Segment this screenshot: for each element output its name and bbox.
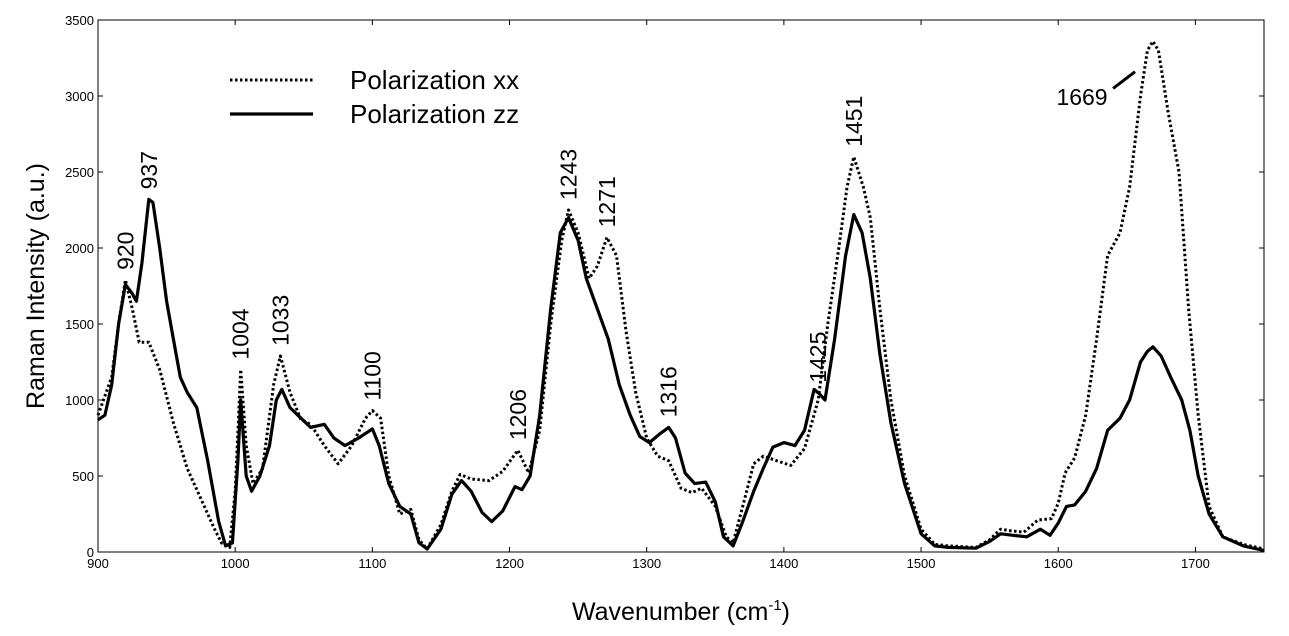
legend-label: Polarization zz — [350, 99, 519, 129]
legend: Polarization xx Polarization zz — [230, 65, 519, 129]
axis-ticks: 900 1000 1100 1200 1300 1400 1500 1600 1700 0 500 1… — [65, 13, 1264, 571]
x-tick-label: 1300 — [632, 556, 661, 571]
y-tick-label: 3000 — [65, 89, 94, 104]
y-tick-label: 0 — [87, 545, 94, 560]
legend-label: Polarization xx — [350, 65, 519, 95]
x-axis-title-end: ) — [782, 598, 790, 626]
peak-label: 1316 — [656, 366, 682, 417]
peak-label: 1033 — [267, 295, 293, 346]
y-tick-label: 1500 — [65, 317, 94, 332]
plot-frame — [97, 19, 1265, 553]
x-axis-title-superscript: -1 — [768, 597, 781, 614]
y-axis-title: Raman Intensity (a.u.) — [22, 163, 50, 409]
x-tick-label: 1200 — [495, 556, 524, 571]
series-curves — [96, 39, 1265, 553]
peak-label: 1243 — [556, 149, 582, 200]
x-tick-label: 1000 — [221, 556, 250, 571]
x-axis-title-main: Wavenumber (cm — [572, 598, 768, 626]
peak-leader-line — [1112, 70, 1136, 90]
x-tick-label: 1400 — [769, 556, 798, 571]
peak-label: 920 — [112, 232, 138, 270]
y-tick-label: 2500 — [65, 165, 94, 180]
y-tick-label: 500 — [72, 469, 94, 484]
series-line-2 — [97, 197, 1265, 553]
peak-label: 1451 — [841, 96, 867, 147]
x-axis-title: Wavenumber (cm-1) — [572, 597, 790, 626]
peak-label: 1425 — [805, 332, 831, 383]
y-tick-label: 3500 — [65, 13, 94, 28]
peak-label: 1206 — [505, 389, 531, 440]
peak-label: 937 — [136, 151, 162, 189]
peak-labels: 920 937 1004 1033 1100 1206 1243 1271 1316 1425 14… — [112, 70, 1136, 440]
y-tick-label: 2000 — [65, 241, 94, 256]
peak-label: 1100 — [359, 351, 385, 400]
x-tick-label: 1700 — [1181, 556, 1210, 571]
x-tick-label: 1600 — [1044, 556, 1073, 571]
peak-label: 1669 — [1056, 84, 1107, 110]
x-tick-label: 1500 — [907, 556, 936, 571]
peak-label: 1004 — [228, 308, 254, 359]
y-tick-label: 1000 — [65, 393, 94, 408]
peak-label: 1271 — [594, 176, 620, 227]
x-tick-label: 900 — [87, 556, 109, 571]
x-tick-label: 1100 — [358, 556, 386, 571]
